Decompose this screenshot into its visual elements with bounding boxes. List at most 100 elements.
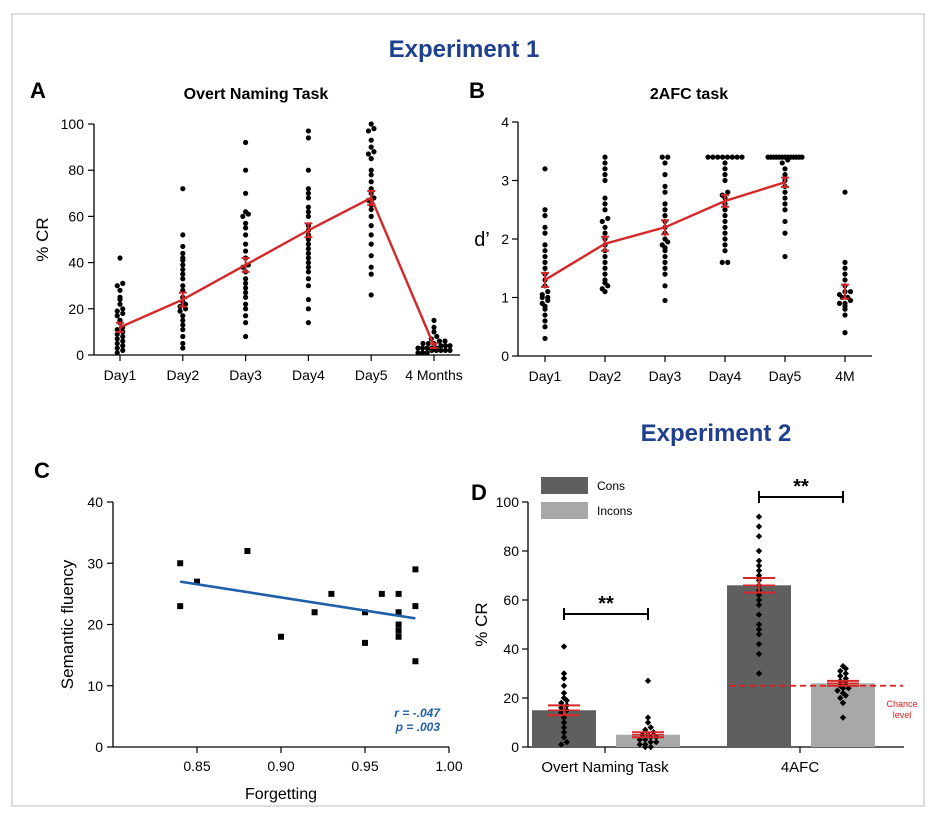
panel-b-point-cat-1-1 xyxy=(602,160,608,166)
panel-a-point-cat-5-12 xyxy=(424,345,430,351)
panel-c-xtick-label-1: 0.90 xyxy=(267,758,294,774)
panel-b-point-cat-0-15 xyxy=(539,294,545,301)
panel-c-point-5 xyxy=(311,609,318,616)
panel-d-legend-swatch-0 xyxy=(541,477,588,494)
panel-a-point-cat-2-21 xyxy=(243,306,249,312)
panel-b-point-cat-1-3 xyxy=(602,172,608,178)
panel-a-point-cat-3-8 xyxy=(305,213,311,219)
panel-b-point-cat-2-1 xyxy=(665,154,671,160)
panel-b-xtick-label-4: Day5 xyxy=(769,368,802,384)
panel-b-point-cat-2-3 xyxy=(662,172,668,178)
panel-b-point-cat-5-0 xyxy=(842,189,848,195)
panel-a-point-cat-2-15 xyxy=(243,276,249,282)
panel-d-point-s0-0-7 xyxy=(563,697,570,704)
panel-b-point-cat-0-14 xyxy=(545,289,551,295)
panel-b-point-cat-5-1 xyxy=(842,259,848,265)
panel-a-point-cat-1-16 xyxy=(177,308,183,314)
panel-a-point-cat-4-8 xyxy=(368,167,374,173)
panel-d-point-s0-0-15 xyxy=(560,729,568,736)
panel-b-point-cat-1-15 xyxy=(602,253,608,260)
panel-a-point-cat-0-0 xyxy=(117,255,123,261)
panel-a-point-cat-2-0 xyxy=(243,139,249,146)
panel-a-point-cat-0-1 xyxy=(114,283,120,289)
panel-d: D 0 20 40 60 80 100 Overt Naming Task 4AFC % CR Ch… xyxy=(471,476,917,776)
panel-b-point-cat-3-4 xyxy=(724,154,731,160)
panel-b-point-cat-2-14 xyxy=(665,239,671,245)
panel-d-legend-swatch-1 xyxy=(541,502,588,519)
panel-a-point-cat-3-4 xyxy=(305,190,311,196)
panel-c-ytick-label-2: 20 xyxy=(87,617,103,633)
panel-b-point-cat-1-0 xyxy=(602,154,608,160)
panel-a-point-cat-3-23 xyxy=(305,306,311,312)
panel-a-point-cat-4-3 xyxy=(368,137,374,143)
panel-a-point-cat-0-2 xyxy=(120,280,126,286)
panel-a-point-cat-3-1 xyxy=(305,135,311,141)
panel-a-point-cat-5-24 xyxy=(442,347,449,353)
panel-a-point-cat-4-18 xyxy=(368,223,374,229)
panel-b-point-cat-1-5 xyxy=(602,195,608,201)
panel-d-point-s1-0-15 xyxy=(653,738,660,746)
panel-b-point-cat-0-5 xyxy=(542,242,548,248)
panel-a-point-cat-1-1 xyxy=(180,232,186,238)
panel-c-x-label: Forgetting xyxy=(245,786,317,803)
panel-b-point-cat-4-22 xyxy=(782,207,788,213)
panel-a-point-cat-1-21 xyxy=(180,326,186,333)
panel-b-point-cat-3-8 xyxy=(722,160,728,166)
panel-d-point-s0-1-17 xyxy=(755,631,763,638)
panel-d-point-s0-1-1 xyxy=(755,523,763,530)
panel-b-point-cat-2-21 xyxy=(662,283,668,289)
panel-a-point-cat-1-0 xyxy=(180,186,186,192)
panel-a-point-cat-1-6 xyxy=(180,262,186,268)
panel-b-point-cat-1-17 xyxy=(602,265,608,271)
panel-b-point-cat-2-17 xyxy=(662,253,668,260)
panel-b-point-cat-4-19 xyxy=(782,189,788,195)
panel-a-point-cat-4-10 xyxy=(368,179,374,185)
panel-d-letter: D xyxy=(471,480,487,505)
panel-a-point-cat-0-3 xyxy=(117,287,123,293)
panel-b-point-cat-3-1 xyxy=(710,154,716,160)
panel-b-point-cat-5-2 xyxy=(842,265,848,271)
panel-b-ytick-label-4: 4 xyxy=(501,114,509,130)
panel-b-point-cat-2-20 xyxy=(662,271,668,277)
panel-a-point-cat-4-5 xyxy=(365,151,372,157)
panel-d-point-s0-0-18 xyxy=(563,738,570,746)
panel-a-point-cat-1-17 xyxy=(182,306,189,312)
panel-d-point-s0-1-16 xyxy=(755,626,763,633)
panel-a-point-cat-3-16 xyxy=(305,255,311,261)
panel-a-point-cat-0-21 xyxy=(114,345,120,351)
panel-d-point-s1-0-1 xyxy=(644,714,652,721)
panel-d-point-s1-1-3 xyxy=(837,672,844,680)
panel-a-point-cat-2-23 xyxy=(243,320,249,326)
panel-a-point-cat-0-15 xyxy=(114,331,120,337)
panel-b-point-cat-0-1 xyxy=(542,207,548,213)
panel-d-y-label: % CR xyxy=(472,602,491,646)
panel-b-point-cat-4-15 xyxy=(782,166,788,172)
panel-a-point-cat-1-23 xyxy=(180,340,186,347)
panel-b-point-cat-1-9 xyxy=(605,215,611,222)
panel-a-ytick-label-1: 20 xyxy=(68,301,84,317)
panel-a-point-cat-2-17 xyxy=(243,285,249,291)
panel-b-point-cat-2-16 xyxy=(662,248,668,254)
panel-b-point-cat-1-18 xyxy=(602,271,608,277)
panel-d-significance-1: ** xyxy=(793,476,809,498)
panel-d-ytick-label-4: 80 xyxy=(503,543,519,559)
panel-b-point-cat-3-13 xyxy=(725,189,731,195)
panel-a-point-cat-5-18 xyxy=(415,350,421,356)
panel-a-point-cat-4-17 xyxy=(368,213,374,219)
panel-d-point-s0-0-13 xyxy=(560,719,568,726)
panel-b-point-cat-3-6 xyxy=(734,154,740,160)
panel-d-point-s0-1-4 xyxy=(755,557,763,564)
panel-a-point-cat-2-6 xyxy=(243,220,249,226)
panel-b-point-cat-3-23 xyxy=(722,248,728,254)
panel-b-point-cat-2-8 xyxy=(662,213,668,219)
panel-a-point-cat-3-20 xyxy=(305,276,311,282)
panel-b-letter: B xyxy=(469,78,485,103)
panel-a-point-cat-1-2 xyxy=(180,243,186,250)
panel-b-point-cat-3-0 xyxy=(705,154,711,160)
panel-a-point-cat-0-9 xyxy=(114,313,120,319)
panel-b-point-cat-0-23 xyxy=(542,324,548,330)
panel-d-point-s1-0-16 xyxy=(642,743,649,751)
panel-c-annotation-p: p = .003 xyxy=(395,720,441,734)
panel-a-point-cat-2-19 xyxy=(243,294,249,300)
panel-a-xtick-label-5: 4 Months xyxy=(405,367,463,383)
